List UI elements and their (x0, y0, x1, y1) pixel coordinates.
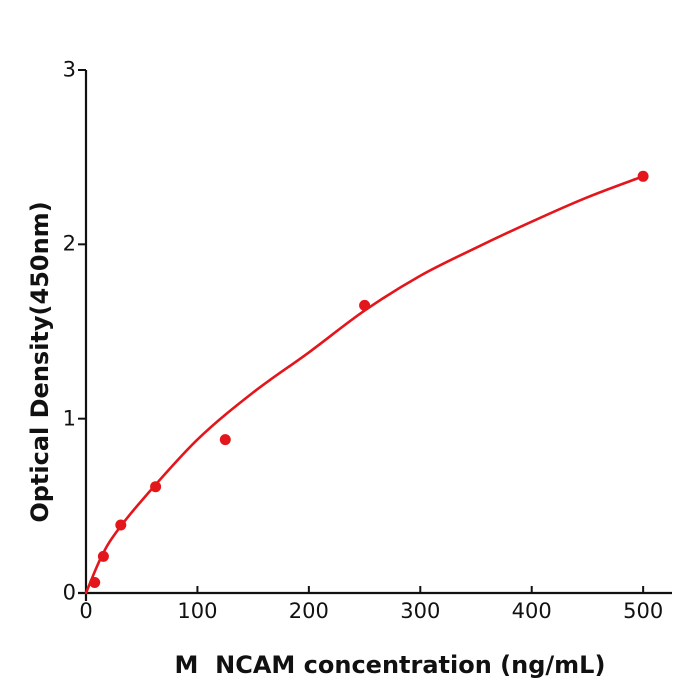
x-tick-label: 500 (623, 599, 664, 623)
y-tick-label: 1 (62, 406, 76, 431)
x-tick-label: 400 (511, 599, 552, 623)
x-tick-label: 0 (79, 599, 93, 623)
axes-layer (78, 69, 672, 601)
x-tick-label: 200 (288, 599, 329, 623)
data-point (89, 577, 101, 588)
y-tick-label: 2 (62, 231, 76, 256)
data-point (359, 299, 371, 311)
data-point (97, 550, 109, 562)
x-tick-label: 100 (177, 599, 218, 623)
data-point (115, 519, 127, 531)
y-tick-label: 0 (62, 580, 76, 605)
y-axis-title: Optical Density(450nm) (26, 201, 54, 523)
data-point (637, 170, 649, 182)
y-tick-label: 3 (62, 57, 76, 82)
x-tick-label: 300 (400, 599, 441, 623)
data-points-layer (89, 170, 649, 588)
fit-curve (84, 175, 645, 595)
x-axis-title: M NCAM concentration (ng/mL) (174, 651, 606, 679)
data-point (219, 434, 231, 446)
fit-curve-layer (84, 175, 645, 595)
data-point (150, 481, 162, 493)
